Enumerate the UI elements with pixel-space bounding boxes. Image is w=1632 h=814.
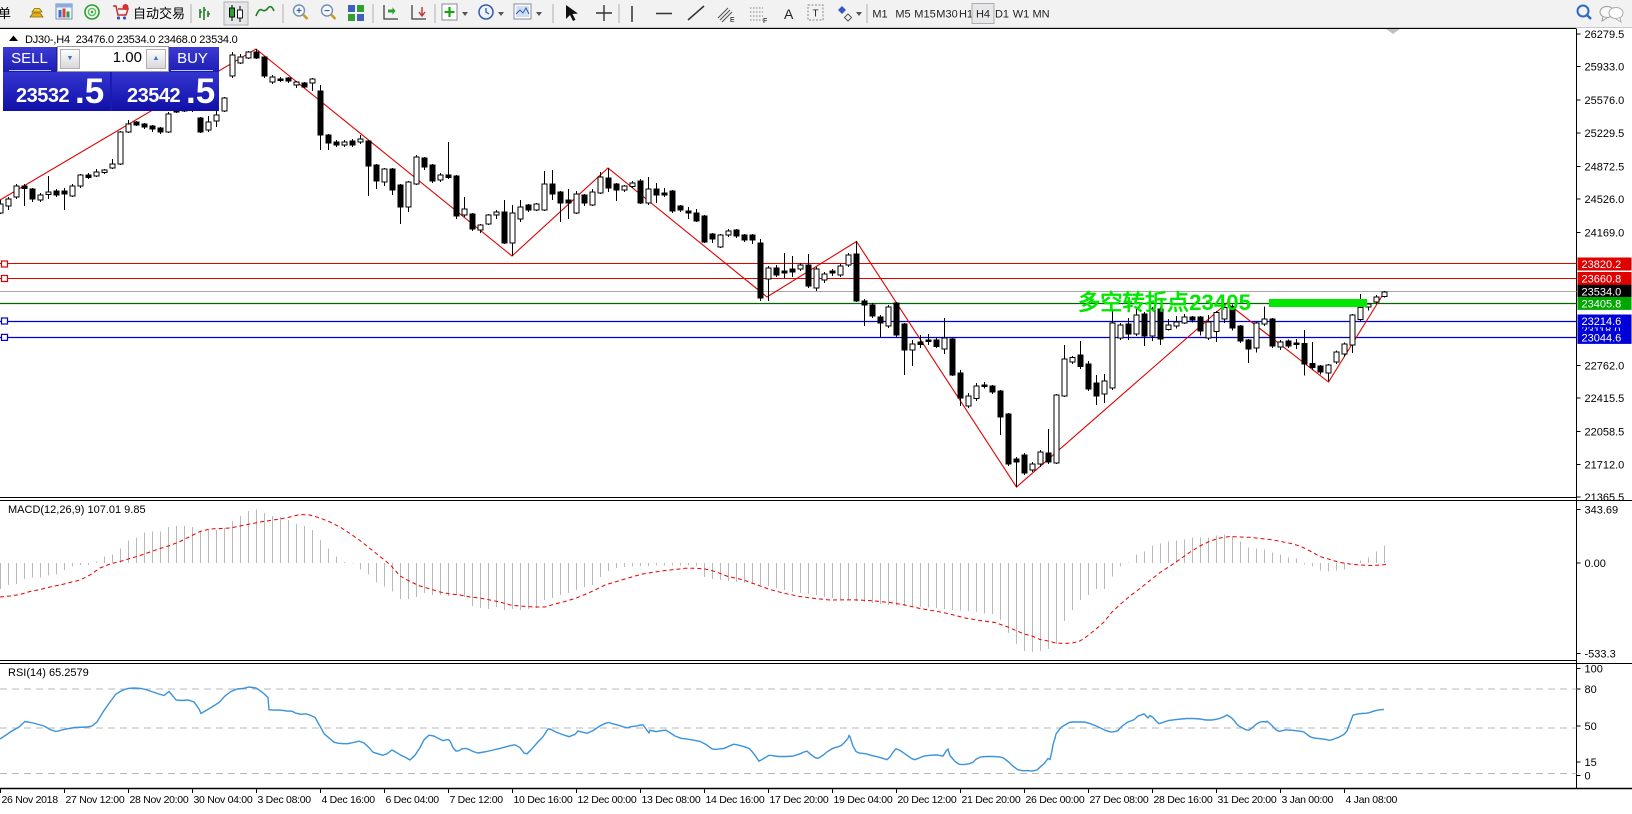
svg-text:22058.5: 22058.5 [1585,427,1625,439]
svg-text:-533.3: -533.3 [1585,649,1616,661]
svg-text:25933.0: 25933.0 [1585,62,1625,74]
svg-text:15: 15 [1585,757,1597,769]
svg-text:23405.8: 23405.8 [1582,298,1622,310]
svg-text:23660.8: 23660.8 [1582,274,1622,286]
svg-text:22762.0: 22762.0 [1585,361,1625,373]
svg-text:22415.5: 22415.5 [1585,393,1625,405]
svg-text:M5: M5 [895,9,910,21]
svg-text:24526.0: 24526.0 [1585,194,1625,206]
svg-text:3 Jan 00:00: 3 Jan 00:00 [1282,794,1334,806]
svg-text:12 Dec 00:00: 12 Dec 00:00 [578,794,637,806]
svg-text:3 Dec 08:00: 3 Dec 08:00 [258,794,312,806]
svg-text:0: 0 [1585,771,1591,783]
svg-text:W1: W1 [1013,9,1030,21]
svg-text:25229.5: 25229.5 [1585,128,1625,140]
svg-text:26 Dec 00:00: 26 Dec 00:00 [1026,794,1085,806]
svg-text:H1: H1 [959,9,973,21]
svg-text:26 Nov 2018: 26 Nov 2018 [2,794,59,806]
svg-text:23820.2: 23820.2 [1582,259,1622,271]
svg-text:80: 80 [1585,684,1597,696]
svg-text:MACD(12,26,9) 107.01 9.85: MACD(12,26,9) 107.01 9.85 [8,504,146,516]
svg-text:19 Dec 04:00: 19 Dec 04:00 [834,794,893,806]
svg-text:F: F [763,18,767,25]
svg-text:0.00: 0.00 [1585,558,1606,570]
svg-text:M15: M15 [914,9,935,21]
svg-text:31 Dec 20:00: 31 Dec 20:00 [1218,794,1277,806]
svg-text:30 Nov 04:00: 30 Nov 04:00 [194,794,253,806]
svg-text:DJ30-,H4 23476.0 23534.0 2346: DJ30-,H4 23476.0 23534.0 23468.0 23534.0 [25,34,238,46]
svg-text:28 Nov 20:00: 28 Nov 20:00 [130,794,189,806]
svg-text:T: T [812,9,818,20]
svg-text:+: + [296,6,302,17]
svg-text:−: − [324,6,330,17]
svg-text:343.69: 343.69 [1585,505,1619,517]
svg-text:17 Dec 20:00: 17 Dec 20:00 [770,794,829,806]
svg-text:25576.0: 25576.0 [1585,95,1625,107]
svg-text:14 Dec 16:00: 14 Dec 16:00 [706,794,765,806]
svg-text:4 Jan 08:00: 4 Jan 08:00 [1346,794,1398,806]
svg-text:多空转折点23405: 多空转折点23405 [1078,290,1251,315]
svg-text:E: E [730,17,735,24]
svg-text:M1: M1 [872,9,887,21]
svg-text:50: 50 [1585,721,1597,733]
svg-text:A: A [784,6,794,22]
svg-text:26279.5: 26279.5 [1585,29,1625,41]
svg-text:28 Dec 16:00: 28 Dec 16:00 [1154,794,1213,806]
svg-text:27 Dec 08:00: 27 Dec 08:00 [1090,794,1149,806]
svg-text:自动交易: 自动交易 [133,6,185,21]
svg-text:24872.5: 24872.5 [1585,162,1625,174]
svg-text:20 Dec 12:00: 20 Dec 12:00 [898,794,957,806]
svg-text:21365.5: 21365.5 [1585,492,1625,504]
svg-text:7 Dec 12:00: 7 Dec 12:00 [450,794,504,806]
svg-text:23044.6: 23044.6 [1582,332,1622,344]
svg-text:21 Dec 20:00: 21 Dec 20:00 [962,794,1021,806]
svg-text:10 Dec 16:00: 10 Dec 16:00 [514,794,573,806]
svg-text:6 Dec 04:00: 6 Dec 04:00 [386,794,440,806]
svg-text:13 Dec 08:00: 13 Dec 08:00 [642,794,701,806]
svg-text:23534.0: 23534.0 [1582,286,1622,298]
svg-text:27 Nov 12:00: 27 Nov 12:00 [66,794,125,806]
svg-text:RSI(14) 65.2579: RSI(14) 65.2579 [8,667,89,679]
svg-text:MN: MN [1032,9,1049,21]
svg-text:21712.0: 21712.0 [1585,460,1625,472]
svg-text:H4: H4 [976,9,990,21]
svg-text:单: 单 [0,6,11,21]
svg-text:M30: M30 [936,9,957,21]
svg-text:24169.0: 24169.0 [1585,228,1625,240]
svg-text:23214.6: 23214.6 [1582,316,1622,328]
svg-text:100: 100 [1585,664,1603,676]
svg-text:D1: D1 [995,9,1009,21]
svg-text:4 Dec 16:00: 4 Dec 16:00 [322,794,376,806]
